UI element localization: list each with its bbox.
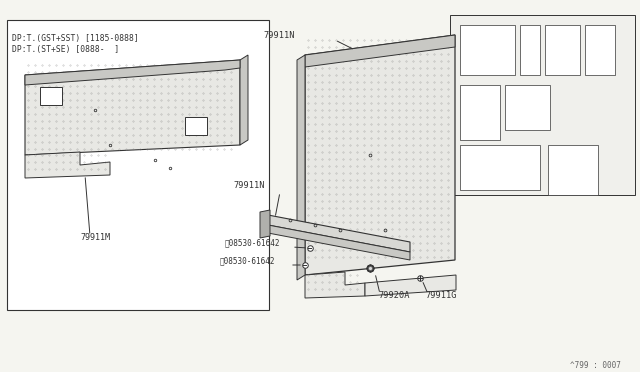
Polygon shape — [260, 210, 270, 238]
Bar — [460, 25, 515, 75]
Polygon shape — [240, 55, 248, 145]
Text: DP:T.(GST+SST) [1185-0888]: DP:T.(GST+SST) [1185-0888] — [12, 34, 139, 43]
Polygon shape — [297, 55, 305, 280]
Bar — [545, 25, 580, 75]
Polygon shape — [450, 15, 635, 195]
Text: 79911M: 79911M — [80, 233, 110, 242]
Bar — [548, 145, 598, 195]
Polygon shape — [268, 215, 410, 252]
Bar — [460, 145, 540, 190]
Polygon shape — [305, 35, 455, 275]
Polygon shape — [305, 272, 365, 298]
Text: 79911G: 79911G — [425, 291, 456, 300]
Polygon shape — [305, 35, 455, 67]
Text: 79911N: 79911N — [264, 31, 295, 40]
Bar — [460, 85, 500, 140]
Text: ^799 : 0007: ^799 : 0007 — [570, 361, 621, 370]
Polygon shape — [25, 152, 110, 178]
Text: Ⓝ08530-61642: Ⓝ08530-61642 — [225, 238, 280, 247]
Text: 79920A: 79920A — [378, 291, 410, 300]
Polygon shape — [25, 60, 240, 155]
Text: Ⓝ08530-61642: Ⓝ08530-61642 — [220, 256, 275, 265]
Text: DP:T.(ST+SE) [0888-  ]: DP:T.(ST+SE) [0888- ] — [12, 45, 119, 54]
Bar — [7, 20, 269, 310]
Bar — [185, 117, 207, 135]
Bar — [585, 25, 615, 75]
Polygon shape — [25, 60, 240, 85]
Bar — [520, 25, 540, 75]
Polygon shape — [268, 225, 410, 260]
Bar — [505, 85, 550, 130]
Text: 79911N: 79911N — [234, 181, 265, 190]
Polygon shape — [365, 275, 456, 296]
Bar — [40, 87, 62, 105]
